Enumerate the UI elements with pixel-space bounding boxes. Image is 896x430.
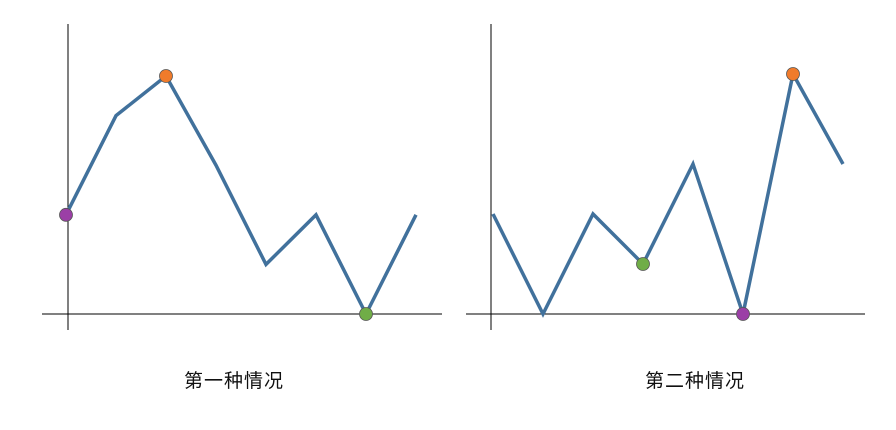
case-2-marker-purple bbox=[736, 307, 750, 321]
case-1-marker-green bbox=[359, 307, 373, 321]
case-2-series-line bbox=[491, 69, 845, 321]
caption-case-1: 第一种情况 bbox=[184, 370, 285, 392]
case-1-series-line bbox=[64, 73, 418, 318]
case-2-marker-orange bbox=[786, 67, 800, 81]
caption-case-2: 第二种情况 bbox=[645, 370, 746, 392]
case-2-marker-green bbox=[636, 257, 650, 271]
case-1-marker-orange bbox=[159, 69, 173, 83]
case-1-marker-purple bbox=[59, 207, 73, 222]
